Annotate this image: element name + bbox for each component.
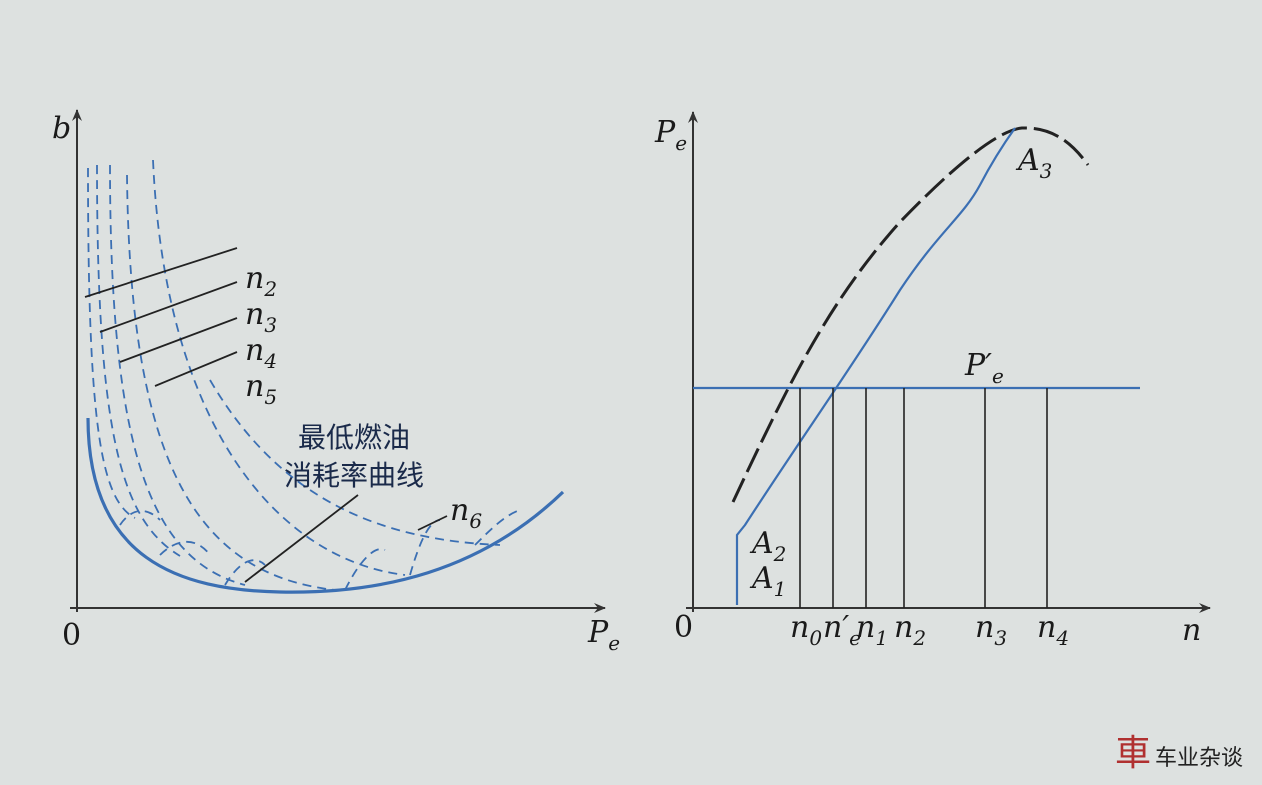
x-mark-label: n3 <box>975 610 1007 650</box>
label-sub: 3 <box>994 626 1007 650</box>
label-sub: 3 <box>264 313 277 337</box>
label-base: n <box>245 333 264 368</box>
x-mark-label: n′e <box>823 610 861 650</box>
speed-curve-tails <box>119 509 521 591</box>
x-mark-label: n0 <box>790 610 822 650</box>
x-marks: n0 n′en1 n2 n3 n4 <box>790 610 1069 650</box>
axis-label: b <box>52 111 71 146</box>
x-mark-label: n1 <box>856 610 888 650</box>
label-base: A <box>749 526 774 561</box>
label-sub: 4 <box>263 349 277 373</box>
label-sub: 5 <box>264 385 277 409</box>
label-base: n <box>245 369 264 404</box>
curve-label: A3 <box>1015 143 1052 183</box>
label-sub: 1 <box>774 577 787 601</box>
leader <box>154 351 238 387</box>
envelope-label: 消耗率曲线 <box>284 459 424 492</box>
curve-label: n5 <box>245 369 277 409</box>
x-mark-label: n4 <box>1037 610 1069 650</box>
x-mark-label: n2 <box>894 610 926 650</box>
power-curve <box>735 127 1016 605</box>
label-sub: 1 <box>875 626 888 650</box>
envelope-curve <box>86 417 565 594</box>
leader <box>84 247 238 298</box>
label-base: n <box>450 493 469 528</box>
label-base: n <box>1037 610 1056 645</box>
label-base: P <box>654 115 676 150</box>
label-sub: e <box>849 626 861 650</box>
leader <box>99 281 238 333</box>
label-sub: 0 <box>809 626 822 650</box>
right-diagram: Pe 0 n A3 A2 A1 P′e n0 n′en1 n2 n3 n4 <box>654 111 1211 650</box>
speed-curve <box>126 174 336 591</box>
speed-curve <box>209 379 501 546</box>
watermark-text: 车业杂谈 <box>1155 746 1243 771</box>
label-base: n′ <box>823 610 849 645</box>
line-label: P′e <box>964 348 1004 388</box>
label-base: n <box>790 610 809 645</box>
label-sub: 2 <box>263 277 277 301</box>
curve-label: n6 <box>450 493 482 533</box>
label-sub: e <box>992 364 1004 388</box>
label-sub: e <box>608 631 620 655</box>
label-sub: 3 <box>1040 159 1053 183</box>
axis-label: Pe <box>587 615 620 655</box>
speed-curve <box>87 167 136 519</box>
watermark: 車 车业杂谈 <box>1115 733 1243 774</box>
speed-curve <box>152 159 406 576</box>
origin-label: 0 <box>674 610 693 645</box>
axis-label: Pe <box>654 115 687 155</box>
leader <box>244 494 359 583</box>
watermark-logo: 車 <box>1115 733 1151 774</box>
speed-verticals <box>799 388 1048 608</box>
label-base: A <box>749 561 774 596</box>
curve-label: n4 <box>245 333 277 373</box>
leader <box>119 317 238 363</box>
label-sub: 2 <box>912 626 926 650</box>
label-base: A <box>1015 143 1040 178</box>
curve-label: n3 <box>245 297 277 337</box>
envelope-label: 最低燃油 <box>298 421 410 454</box>
curve-label: n2 <box>245 261 277 301</box>
label-sub: 6 <box>469 509 482 533</box>
curve-label: A2 <box>749 526 786 566</box>
speed-curve <box>109 164 246 586</box>
label-base: n <box>856 610 875 645</box>
label-sub: 4 <box>1055 626 1069 650</box>
axis-label: n <box>1182 613 1201 648</box>
label-base: n <box>245 261 264 296</box>
curve-label: A1 <box>749 561 786 601</box>
label-base: P <box>587 615 609 650</box>
label-base: n <box>245 297 264 332</box>
label-sub: 2 <box>773 542 787 566</box>
label-base: n <box>894 610 913 645</box>
max-power-curve <box>731 126 1090 503</box>
speed-curve <box>96 164 181 557</box>
origin-label: 0 <box>62 618 81 653</box>
label-base: n <box>975 610 994 645</box>
leader <box>417 515 448 531</box>
label-base: P′ <box>964 348 992 383</box>
left-diagram: b 0 Pe n2 n3 n4 n5 n6 最低燃油 消耗率曲线 <box>52 109 620 655</box>
label-sub: e <box>675 131 687 155</box>
